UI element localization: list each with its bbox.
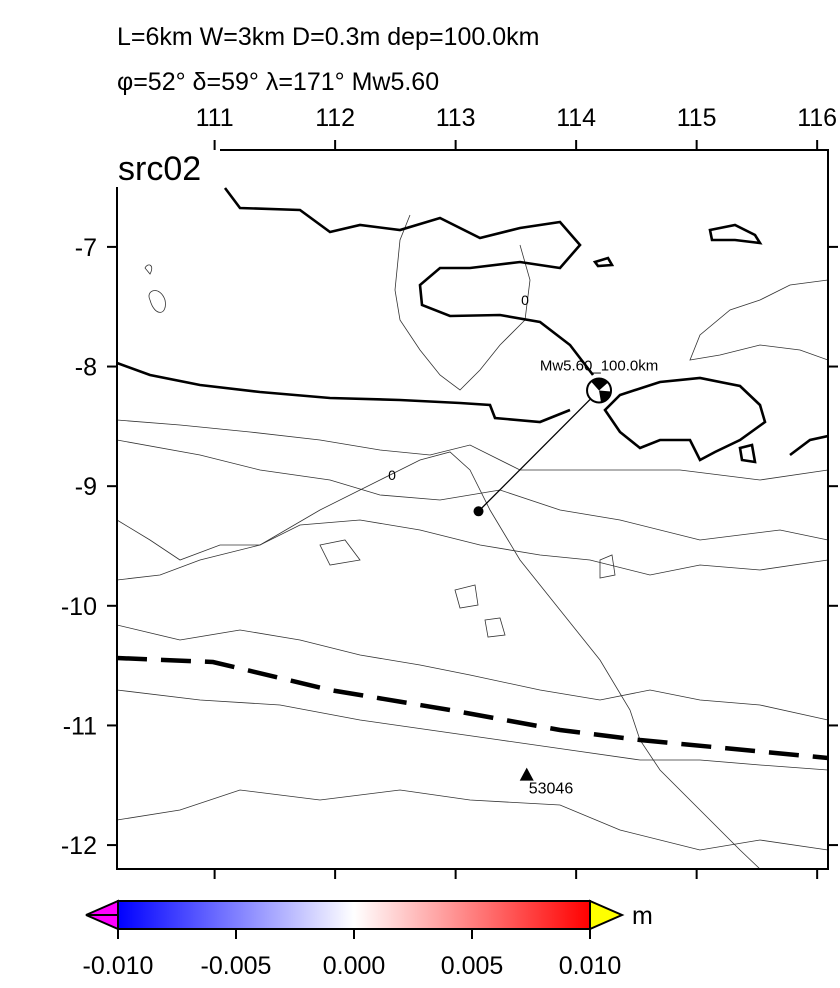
- contour-label: 0: [388, 467, 396, 483]
- contour: [117, 439, 828, 541]
- y-tick-label: -10: [61, 593, 97, 621]
- contour: [117, 419, 828, 481]
- map-overlay: Mw5.60_100.0km 53046: [473, 357, 658, 798]
- contour-zero: [117, 451, 761, 869]
- y-tick-label: -12: [61, 832, 97, 860]
- contours: [117, 214, 828, 869]
- contour: [117, 519, 828, 576]
- colorbar-tick-label: 0.010: [559, 952, 622, 980]
- contour-label: 0: [521, 292, 529, 308]
- contour-zero: [394, 214, 531, 391]
- colorbar: [117, 900, 591, 930]
- contour: [117, 789, 828, 851]
- coastline: [117, 361, 571, 424]
- y-tick-label: -8: [75, 354, 97, 382]
- contour: [117, 624, 828, 721]
- y-tick-label: -11: [63, 712, 97, 740]
- colorbar-tick-label: 0.005: [441, 952, 504, 980]
- coastline: [603, 376, 828, 464]
- map-layers: [117, 187, 828, 869]
- x-tick-label: 111: [196, 104, 234, 132]
- colorbar-unit: m: [632, 902, 653, 930]
- x-tick-label: 114: [556, 104, 596, 132]
- label-box: [112, 143, 220, 187]
- station: [519, 767, 534, 781]
- colorbar-low: [85, 899, 119, 931]
- y-tick-label: -9: [75, 473, 97, 501]
- centroid: [473, 506, 484, 517]
- colorbar-tick-label: -0.005: [201, 952, 272, 980]
- x-tick-label: 116: [797, 104, 837, 132]
- panel-label: src02: [118, 150, 201, 188]
- coastline: [223, 187, 595, 376]
- y-tick-label: -7: [75, 234, 97, 262]
- colorbar-tick-label: -0.010: [83, 952, 154, 980]
- station-label: 53046: [529, 781, 574, 798]
- header-line-2: φ=52° δ=59° λ=171° Mw5.60: [117, 68, 439, 96]
- x-tick-label: 113: [436, 104, 476, 132]
- header-line-1: L=6km W=3km D=0.3m dep=100.0km: [117, 23, 539, 51]
- coastlines: [117, 187, 828, 464]
- coastline: [592, 223, 763, 268]
- contour: [689, 279, 828, 361]
- map-frame: [116, 149, 829, 870]
- x-tick-label: 115: [677, 104, 717, 132]
- contour: [117, 689, 828, 771]
- colorbar-high: [589, 899, 625, 931]
- event-label: Mw5.60_100.0km: [540, 357, 658, 374]
- contour: [144, 264, 616, 638]
- beachball-quadrant: [591, 378, 612, 403]
- colorbar-tick-label: 0.000: [323, 952, 386, 980]
- x-tick-label: 112: [315, 104, 355, 132]
- trench: [117, 655, 828, 761]
- offset-line: [478, 390, 600, 512]
